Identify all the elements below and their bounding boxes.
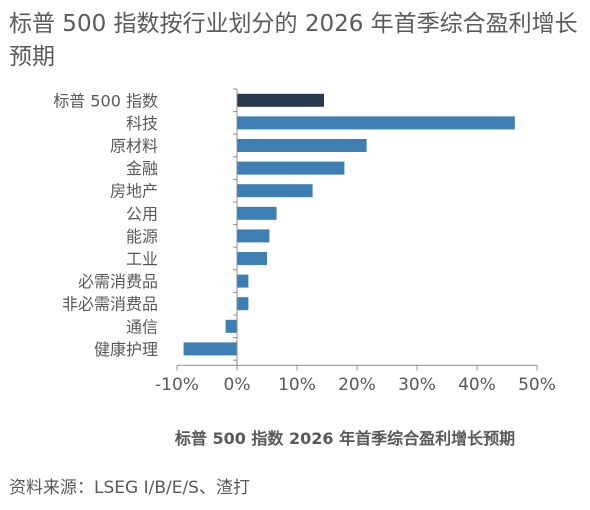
bar-chart: 标普 500 指数科技原材料金融房地产公用能源工业必需消费品非必需消费品通信健康…	[53, 88, 556, 448]
category-label: 非必需消费品	[62, 295, 158, 314]
bar-10	[225, 319, 237, 333]
chart-title: 标普 500 指数按行业划分的 2026 年首季综合盈利增长预期	[9, 11, 578, 70]
x-tick-label: 10%	[278, 375, 316, 395]
bar-8	[237, 274, 249, 288]
category-label: 能源	[126, 227, 158, 246]
category-label: 必需消费品	[78, 272, 158, 291]
bar-0	[237, 93, 324, 107]
x-tick-label: 50%	[518, 375, 556, 395]
category-label: 金融	[126, 159, 158, 178]
source-note: 资料来源：LSEG I/B/E/S、渣打	[9, 478, 250, 498]
axes-group	[176, 88, 538, 371]
bar-7	[237, 252, 267, 265]
category-label: 通信	[126, 317, 158, 336]
bar-1	[237, 116, 515, 130]
bar-5	[237, 206, 277, 220]
category-labels-group: 标普 500 指数科技原材料金融房地产公用能源工业必需消费品非必需消费品通信健康…	[53, 91, 158, 359]
category-label: 公用	[126, 204, 158, 223]
category-label: 原材料	[110, 137, 158, 156]
x-tick-label: 30%	[398, 375, 436, 395]
category-label: 健康护理	[94, 340, 158, 359]
x-tick-label: -10%	[155, 375, 199, 395]
x-tick-label: 0%	[224, 375, 251, 395]
bar-6	[237, 229, 270, 243]
x-tick-label: 20%	[338, 375, 376, 395]
category-label: 工业	[126, 250, 158, 269]
x-tick-label: 40%	[458, 375, 496, 395]
category-label: 标普 500 指数	[53, 91, 158, 110]
bar-9	[237, 297, 249, 311]
bar-2	[237, 139, 367, 152]
x-axis-title: 标普 500 指数 2026 年首季综合盈利增长预期	[174, 429, 515, 448]
bar-4	[237, 184, 313, 198]
bar-3	[237, 161, 345, 175]
bar-11	[183, 342, 237, 356]
tick-labels-group: -10% 0% 10% 20% 30% 40% 50%	[155, 375, 556, 395]
category-label: 房地产	[110, 182, 158, 201]
category-label: 科技	[126, 114, 158, 133]
bars-group	[183, 93, 515, 356]
